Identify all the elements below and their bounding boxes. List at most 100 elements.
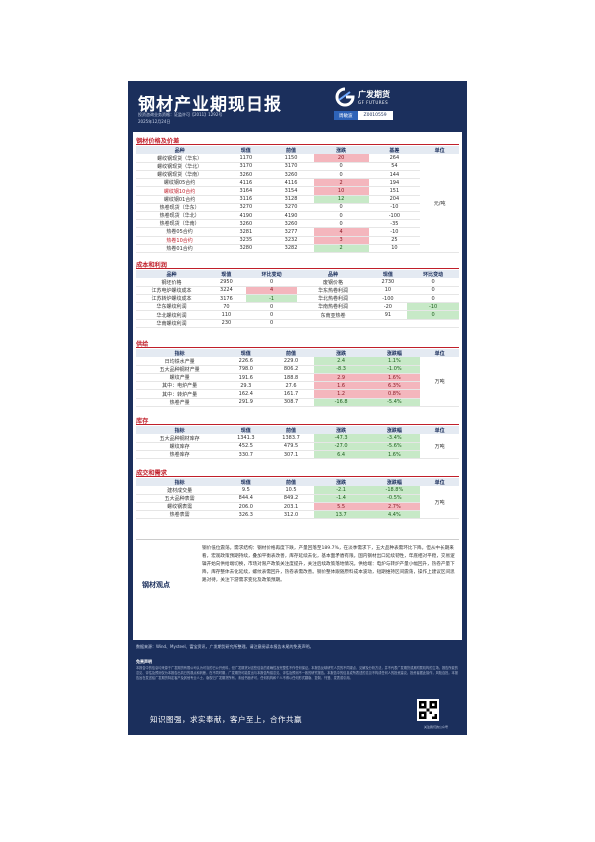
row-label: 五大品种钢材库存 — [136, 434, 224, 443]
section-divider — [136, 268, 459, 269]
column-header: 现值 — [368, 270, 408, 279]
report-title: 钢材产业期现日报 — [138, 95, 282, 115]
report-page: 钢材产业期现日报 投资咨询业务资格：证监许可【2011】1292号 2025年1… — [128, 81, 467, 735]
previous-value: 203.1 — [268, 502, 314, 512]
change-percent: -18.8% — [368, 486, 421, 495]
previous-value: 27.6 — [268, 381, 314, 391]
basis-value: -10 — [368, 203, 421, 213]
row-label: 热卷10合约 — [136, 236, 224, 245]
row-label: 热卷现货（华南） — [136, 219, 224, 229]
current-value: 230 — [207, 319, 246, 328]
change-value: 1.6 — [313, 381, 369, 391]
table-row: 螺纹库存 452.5 479.5 -27.0 -5.6% — [136, 442, 459, 452]
table-row: 热卷现货（华东） 3270 3270 0 -10 — [136, 203, 459, 213]
qr-code[interactable] — [417, 699, 439, 721]
current-value: 452.5 — [223, 442, 269, 452]
current-value: 3176 — [207, 294, 246, 304]
previous-value: 188.8 — [268, 373, 314, 383]
analyst-id: Z0010559 — [357, 111, 393, 120]
market-view-text: 钢价低位震荡。需求结构：钢材价格再度下跌，产量回落至189.7%，在淡季需求下，… — [202, 546, 455, 584]
row-label: 华北螺纹利润 — [136, 310, 208, 320]
current-value: 3116 — [223, 195, 269, 204]
change-value: -16.8 — [313, 398, 369, 407]
unit-label: 万吨 — [420, 357, 459, 407]
table-row: 钢坯价格 2950 0 废钢价格 2730 0 — [136, 278, 459, 287]
previous-value: 806.2 — [268, 365, 314, 375]
change-value: 1.2 — [313, 389, 369, 399]
change-value: -8.3 — [313, 365, 369, 375]
current-value: 3164 — [223, 186, 269, 196]
table-row: 华北螺纹利润 110 0 东南亚热卷 91 0 — [136, 310, 459, 320]
table-row: 螺纹钢现货（华北） 3170 3170 0 54 — [136, 162, 459, 172]
table-header-row: 指标 现值 前值 涨跌 涨跌幅 单位 — [136, 478, 459, 487]
supply-table: 指标 现值 前值 涨跌 涨跌幅 单位 日均铁水产量 226.6 229.0 2.4 1.1% 万吨 五大… — [136, 349, 459, 407]
current-value: 3280 — [223, 244, 269, 253]
previous-value: 10.5 — [268, 486, 314, 495]
row-label: 螺纹钢现货（华南） — [136, 170, 224, 180]
row-label: 热卷库存 — [136, 450, 224, 460]
row-label: 热卷产量 — [136, 398, 224, 407]
column-header: 涨跌 — [313, 146, 369, 155]
previous-value: 308.7 — [268, 398, 314, 407]
row-label: 螺纹产量 — [136, 373, 224, 383]
change-value: 0 — [407, 278, 459, 287]
current-value — [368, 319, 408, 328]
current-value: 291.9 — [223, 398, 269, 407]
data-source: 数据来源：Wind、Mysteel、富宝资讯，广发期货研究所整理。请注意阅读本报… — [136, 644, 314, 649]
row-label: 华南螺纹利润 — [136, 319, 208, 328]
basis-value: 144 — [368, 170, 421, 180]
table-header-row: 指标 现值 前值 涨跌 涨跌幅 单位 — [136, 349, 459, 358]
section-title-supply: 供给 — [136, 341, 149, 348]
change-value: -1 — [245, 294, 298, 304]
change-value: 2.4 — [313, 357, 369, 366]
row-label: 五大品种表需 — [136, 494, 224, 504]
change-value: 0 — [407, 310, 459, 320]
current-value: -20 — [368, 302, 408, 312]
current-value: 3281 — [223, 227, 269, 237]
column-header: 现值 — [207, 270, 246, 279]
column-header: 单位 — [420, 478, 459, 487]
previous-value: 312.0 — [268, 510, 314, 520]
row-label: 日均铁水产量 — [136, 357, 224, 366]
company-slogan: 知识图强，求实奉献，客户至上，合作共赢 — [150, 715, 302, 724]
table-row: 其中：转炉产量 162.4 161.7 1.2 0.8% — [136, 389, 459, 399]
column-header: 基差 — [368, 146, 421, 155]
change-value — [407, 319, 459, 328]
table-header-row: 品种 现值 前值 涨跌 基差 单位 — [136, 146, 459, 155]
section-title-cost: 成本和利润 — [136, 262, 167, 269]
column-header: 指标 — [136, 426, 224, 435]
current-value: 3170 — [223, 162, 269, 172]
change-value: 0 — [245, 319, 298, 328]
table-row: 华南螺纹利润 230 0 — [136, 319, 459, 328]
change-value: 0 — [407, 294, 459, 304]
previous-value: 3260 — [268, 219, 314, 229]
report-header: 钢材产业期现日报 投资咨询业务资格：证监许可【2011】1292号 2025年1… — [128, 81, 467, 131]
table-row: 热卷产量 291.9 308.7 -16.8 -5.4% — [136, 398, 459, 407]
table-row: 热卷表需 326.3 312.0 13.7 4.4% — [136, 510, 459, 520]
row-label: 螺纹钢表需 — [136, 502, 224, 512]
column-header: 涨跌幅 — [368, 426, 421, 435]
report-content: 钢材价格及价差 品种 现值 前值 涨跌 基差 单位 螺纹钢现货（华东） 1170 1150 20 2… — [133, 132, 462, 640]
column-header: 单位 — [420, 146, 459, 155]
unit-label: 元/吨 — [420, 154, 459, 253]
table-row: 其中：电炉产量 29.3 27.6 1.6 6.3% — [136, 381, 459, 391]
previous-value: 3154 — [268, 186, 314, 196]
section-title-inventory: 库存 — [136, 418, 149, 425]
section-title-demand: 成交和需求 — [136, 470, 167, 477]
row-label: 建材成交量 — [136, 486, 224, 495]
section-divider — [136, 424, 459, 425]
column-header: 环比变动 — [245, 270, 298, 279]
previous-value: 4190 — [268, 211, 314, 221]
current-value: 3260 — [223, 170, 269, 180]
current-value: 1170 — [223, 154, 269, 163]
unit-label: 万吨 — [420, 486, 459, 520]
logo-cn: 广发期货 — [358, 90, 390, 99]
table-row: 螺纹钢01合约 3116 3128 12 204 — [136, 195, 459, 204]
change-value: -10 — [407, 302, 459, 312]
change-value: 0 — [313, 170, 369, 180]
column-header: 涨跌 — [313, 426, 369, 435]
column-header: 品种 — [297, 270, 369, 279]
basis-value: -10 — [368, 227, 421, 237]
table-row: 热卷现货（华北） 4190 4190 0 -100 — [136, 211, 459, 221]
row-label: 热卷05合约 — [136, 227, 224, 237]
